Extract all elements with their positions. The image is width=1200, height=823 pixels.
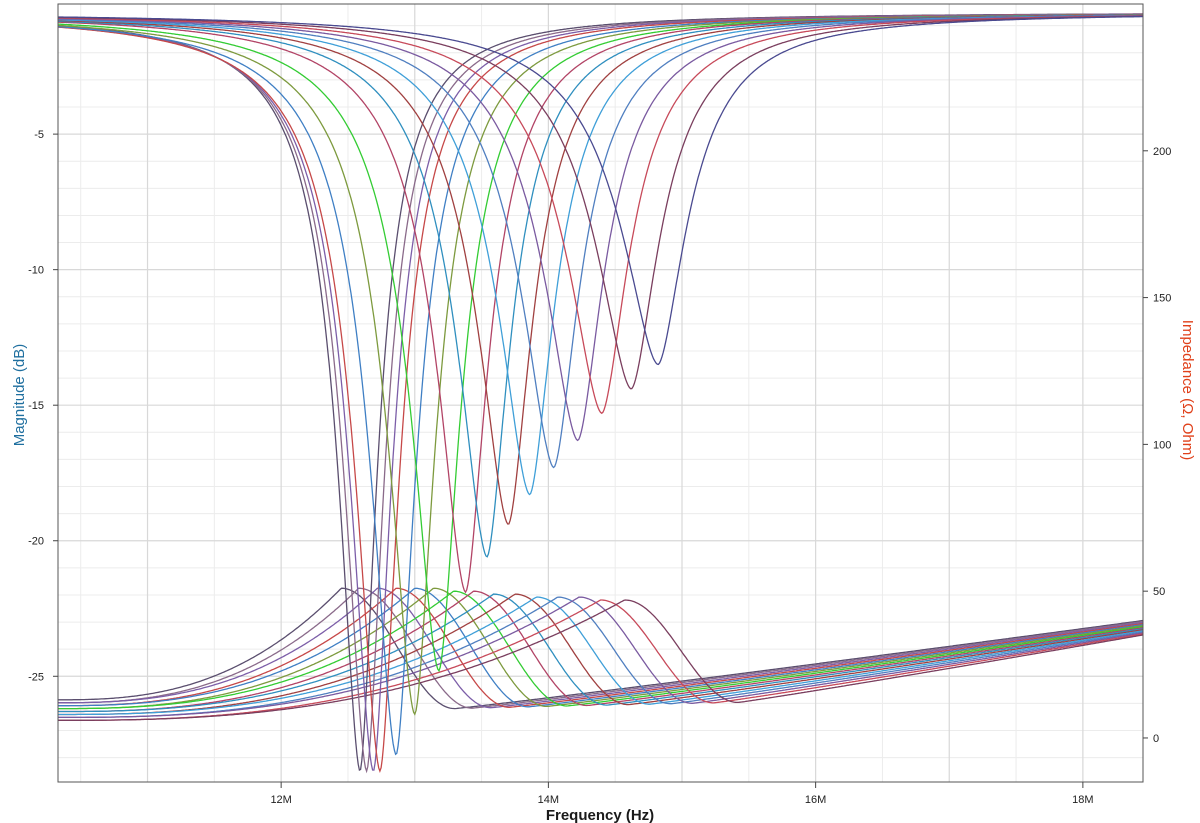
- y-right-tick-label: 0: [1153, 733, 1159, 745]
- magnitude-series-line: [57, 13, 1143, 771]
- impedance-series-line: [58, 596, 1144, 719]
- impedance-series-line: [58, 587, 1144, 708]
- magnitude-series-line: [57, 14, 1143, 594]
- x-tick-label: 14M: [538, 794, 559, 806]
- impedance-series-line: [58, 587, 1144, 709]
- y-right-tick-label: 100: [1153, 439, 1171, 451]
- magnitude-series-line: [57, 13, 1143, 772]
- impedance-series-line: [58, 587, 1144, 710]
- impedance-series-line: [58, 593, 1144, 713]
- magnitude-series-line: [58, 14, 1144, 558]
- y-left-tick-label: -15: [28, 400, 44, 412]
- impedance-series-line: [58, 599, 1144, 721]
- x-tick-label: 12M: [270, 794, 291, 806]
- y-left-tick-label: -20: [28, 536, 44, 548]
- impedance-series-line: [58, 587, 1144, 708]
- x-axis-title: Frequency (Hz): [546, 807, 654, 823]
- magnitude-series-line: [58, 14, 1143, 716]
- y-right-tick-label: 200: [1153, 146, 1171, 158]
- magnitude-series-line: [57, 15, 1143, 415]
- y-right-tick-label: 150: [1153, 293, 1171, 305]
- y-left-axis-title: Magnitude (dB): [11, 344, 28, 447]
- x-tick-label: 16M: [805, 794, 826, 806]
- magnitude-series-line: [58, 15, 1143, 390]
- impedance-series-line: [58, 587, 1144, 709]
- y-left-tick-label: -10: [28, 265, 44, 277]
- impedance-series-line: [58, 587, 1144, 710]
- magnitude-series-group: [57, 13, 1144, 774]
- y-right-axis-title: Impedance (Ω, Ohm): [1179, 320, 1196, 460]
- y-right-tick-label: 50: [1153, 586, 1165, 598]
- magnitude-series-line: [57, 14, 1143, 496]
- plot-border: [57, 3, 1144, 783]
- impedance-series-line: [58, 596, 1144, 719]
- magnitude-series-line: [58, 15, 1143, 366]
- y-left-tick-label: -5: [34, 129, 44, 141]
- y-left-tick-label: -25: [28, 671, 44, 683]
- impedance-series-line: [58, 590, 1144, 710]
- grid: [58, 4, 1143, 782]
- impedance-series-group: [58, 587, 1144, 721]
- impedance-series-line: [58, 596, 1144, 716]
- x-tick-label: 18M: [1072, 794, 1093, 806]
- axes: 12M 14M 16M 18M -5 -10 -15 -20 -25 0 50 100 150 200: [28, 3, 1171, 806]
- impedance-series-line: [58, 599, 1144, 721]
- impedance-series-line: [58, 593, 1144, 716]
